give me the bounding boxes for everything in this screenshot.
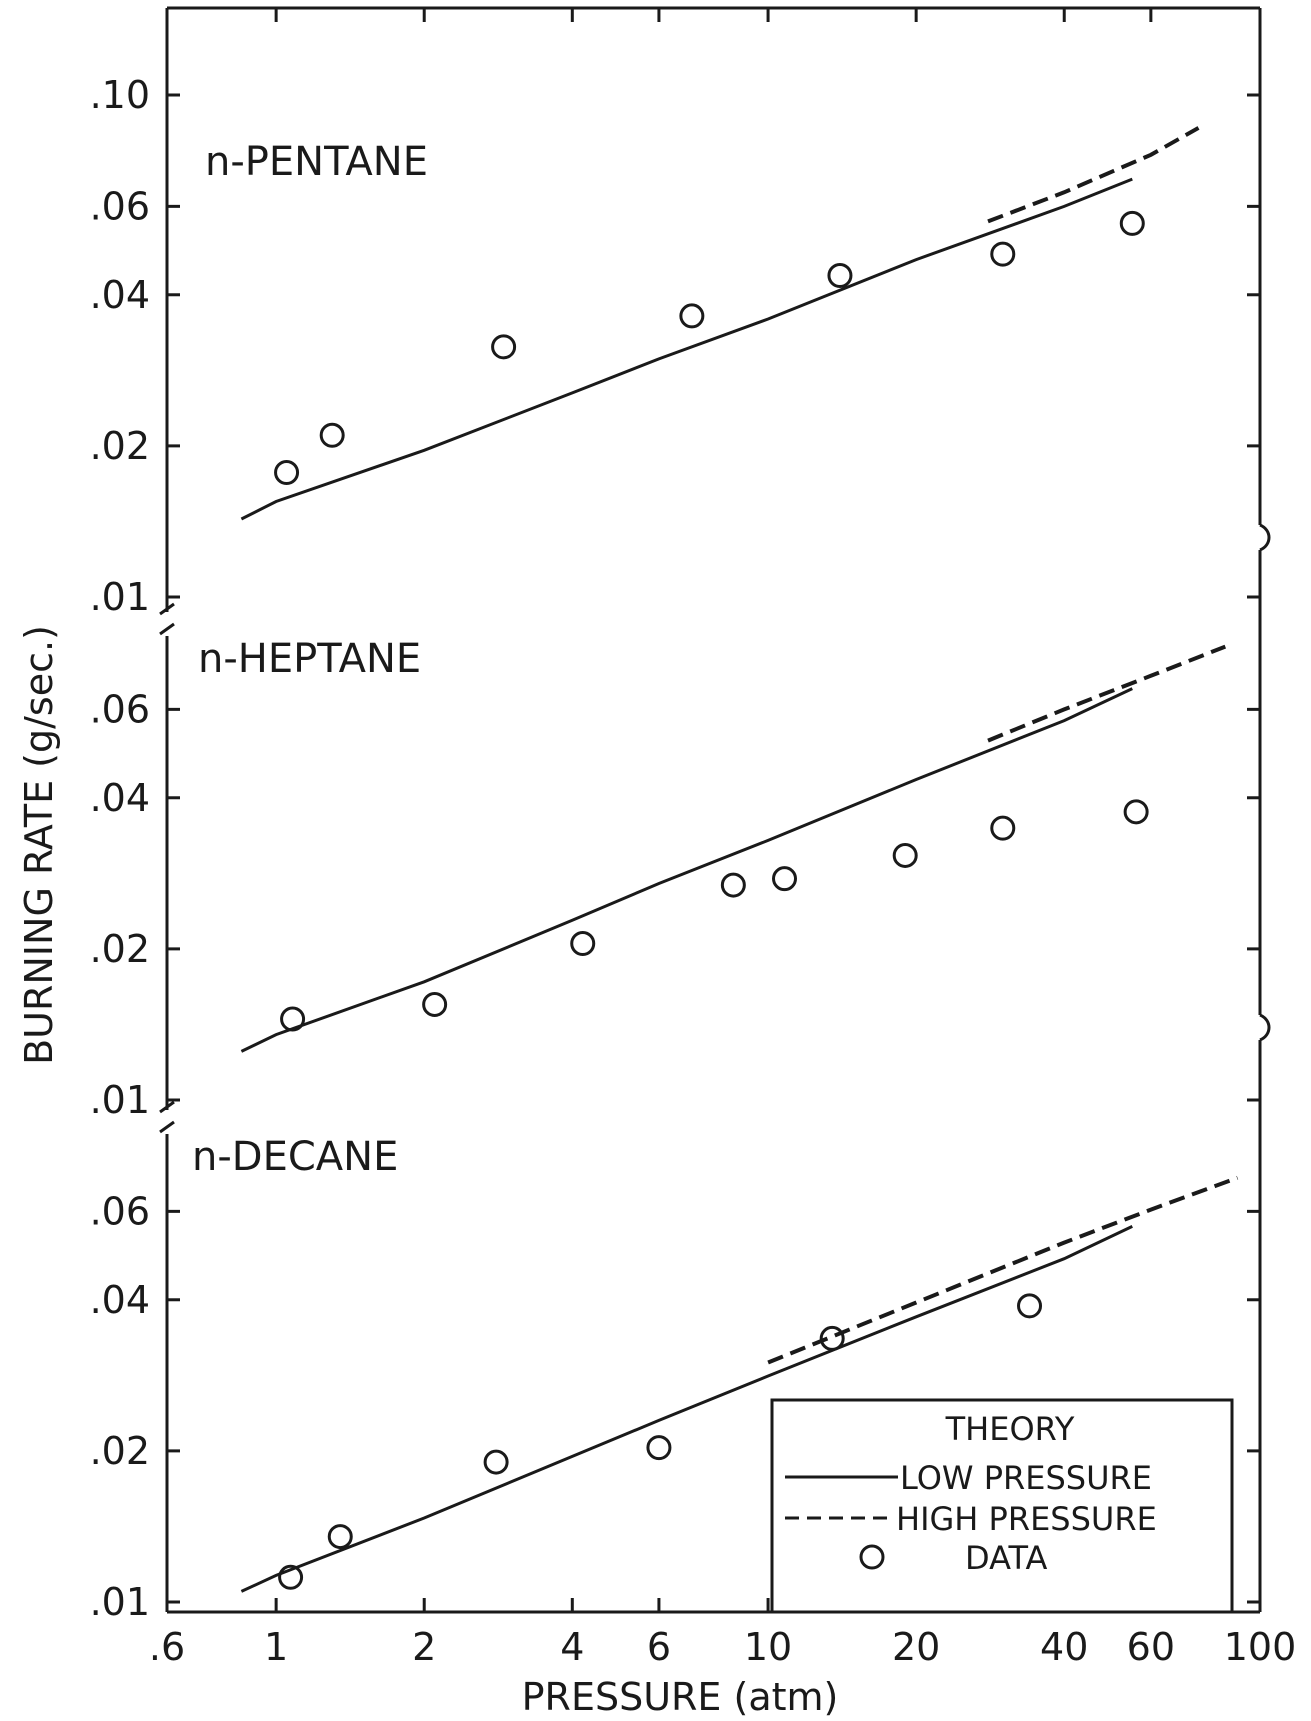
data-point — [422, 991, 448, 1017]
y-tick-label: .02 — [90, 1429, 150, 1473]
y-tick-label: .01 — [90, 1580, 150, 1624]
x-tick-label: 20 — [892, 1625, 940, 1669]
data-point — [646, 1435, 672, 1461]
low-pressure-line — [240, 177, 1133, 521]
panel-label: n-PENTANE — [205, 139, 428, 185]
y-tick-label: .04 — [90, 273, 150, 317]
x-tick-label: 4 — [560, 1625, 584, 1669]
legend-label-data: DATA — [965, 1539, 1048, 1577]
high-pressure-line — [987, 644, 1227, 743]
legend-label-low-pressure: LOW PRESSURE — [900, 1459, 1152, 1497]
series-layer — [240, 126, 1239, 1593]
data-point — [274, 460, 300, 486]
x-tick-label: 60 — [1127, 1625, 1175, 1669]
plot-frame — [159, 6, 1271, 1614]
data-point — [679, 303, 705, 329]
low-pressure-line — [240, 1225, 1133, 1593]
legend: THEORY LOW PRESSURE HIGH PRESSURE DATA — [770, 1398, 1234, 1614]
legend-label-high-pressure: HIGH PRESSURE — [896, 1500, 1157, 1538]
y-tick-label: .10 — [90, 73, 150, 117]
data-point — [892, 842, 918, 868]
data-point — [280, 1006, 306, 1032]
y-tick-label: .06 — [90, 687, 150, 731]
left-axis-break-2 — [159, 1100, 175, 1134]
y-tick-label: .01 — [90, 575, 150, 619]
low-pressure-line — [240, 687, 1133, 1053]
x-tick-label: 1 — [264, 1625, 288, 1669]
y-tick-label: .06 — [90, 184, 150, 228]
x-tick-label: 10 — [744, 1625, 792, 1669]
data-point — [570, 930, 596, 956]
y-tick-label: .04 — [90, 776, 150, 820]
data-point — [327, 1524, 353, 1550]
y-axis-label: BURNING RATE (g/sec.) — [17, 625, 61, 1065]
data-point — [1119, 210, 1145, 236]
high-pressure-line — [987, 126, 1200, 224]
y-tick-label: .06 — [90, 1189, 150, 1233]
data-point — [990, 815, 1016, 841]
panel-label: n-HEPTANE — [198, 636, 421, 682]
x-tick-label: 2 — [412, 1625, 436, 1669]
x-tick-label: 6 — [647, 1625, 671, 1669]
legend-title: THEORY — [945, 1410, 1075, 1448]
data-point — [819, 1325, 845, 1351]
data-point — [772, 866, 798, 892]
x-axis-ticks: .6 1 2 4 6 10 20 40 60 100 — [149, 8, 1296, 1669]
y-tick-label: .02 — [90, 927, 150, 971]
x-tick-label: .6 — [149, 1625, 185, 1669]
right-axis-break-1 — [1259, 523, 1271, 552]
panel-labels: n-PENTANE n-HEPTANE n-DECANE — [192, 139, 428, 1180]
y-axis-ticks: .01 .02 .04 .06 .10 .02 .04 .06 .01 .01 .02 .04 .06 — [90, 73, 1260, 1624]
data-point — [278, 1564, 304, 1590]
data-point — [319, 422, 345, 448]
x-tick-label: 40 — [1040, 1625, 1088, 1669]
y-tick-label: .01 — [90, 1078, 150, 1122]
data-point — [1123, 799, 1149, 825]
left-axis-break-1 — [159, 602, 175, 636]
data-point — [827, 262, 853, 288]
data-point — [720, 872, 746, 898]
x-tick-label: 100 — [1224, 1625, 1297, 1669]
legend-box — [770, 1398, 1234, 1614]
data-point — [491, 334, 517, 360]
x-axis-label: PRESSURE (atm) — [522, 1675, 839, 1719]
high-pressure-line — [767, 1175, 1239, 1365]
data-point — [990, 241, 1016, 267]
data-point — [483, 1449, 509, 1475]
right-axis-break-2 — [1259, 1013, 1271, 1042]
panel-label: n-DECANE — [192, 1134, 398, 1180]
data-point — [1017, 1293, 1043, 1319]
legend-marker-circle — [859, 1544, 885, 1570]
y-tick-label: .02 — [90, 424, 150, 468]
y-tick-label: .04 — [90, 1278, 150, 1322]
